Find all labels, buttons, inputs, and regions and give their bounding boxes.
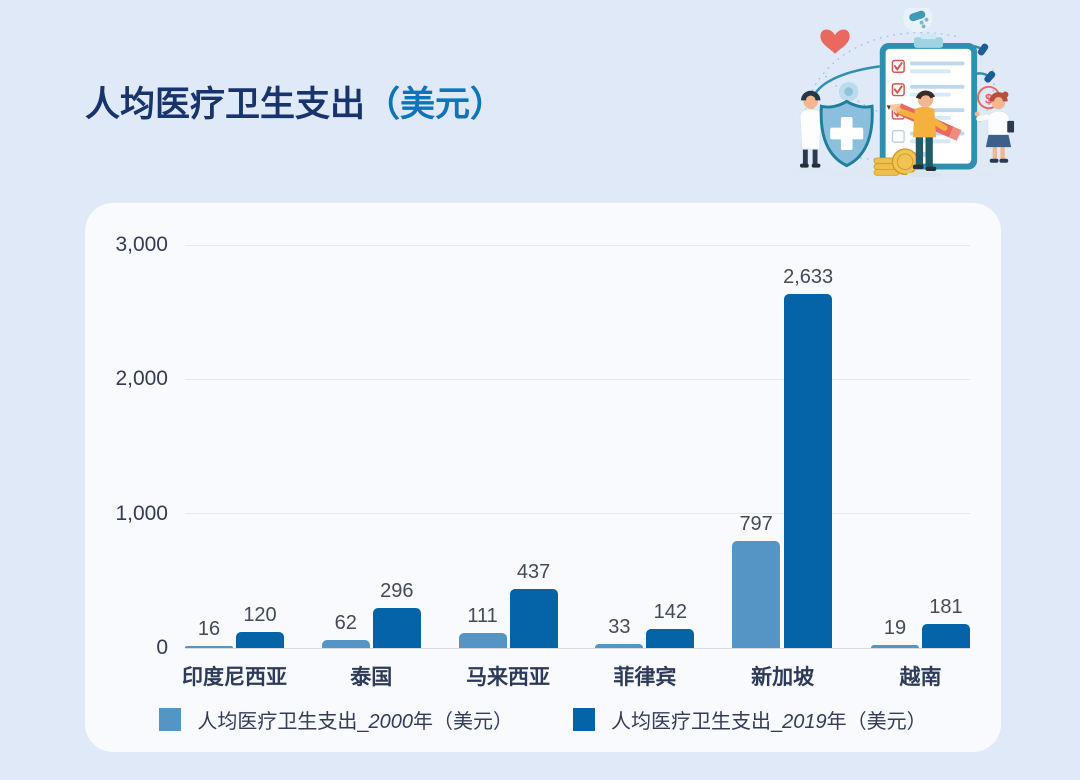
bar-column: 111 — [458, 605, 507, 648]
bar-value-label: 437 — [516, 561, 551, 584]
chart-legend: 人均医疗卫生支出_2000年（美元） 人均医疗卫生支出_2019年（美元） — [85, 705, 1001, 734]
bar-pair: 16 120 — [185, 604, 284, 648]
bar-2000 — [732, 540, 781, 648]
y-tick-label: 0 — [156, 636, 168, 659]
bar-pair: 111 437 — [458, 561, 558, 648]
category-label: 越南 — [899, 666, 942, 689]
chart-card: 0 1,000 2,000 3,000 16 120 印度尼西亚 62 296 泰国 111 437 马… — [85, 203, 1001, 752]
bar-group: 62 296 泰国 — [321, 580, 421, 689]
bar-2000 — [185, 645, 233, 648]
legend-label-year: 2019 — [782, 711, 827, 733]
bar-group: 16 120 印度尼西亚 — [182, 604, 287, 689]
gridline-0 — [185, 647, 970, 649]
page-title-paren: （美元） — [365, 85, 506, 124]
bar-value-label: 16 — [197, 617, 221, 640]
bar-value-label: 120 — [243, 603, 277, 626]
bar-2019 — [646, 628, 695, 648]
bar-column: 181 — [921, 595, 970, 648]
gridline-2000 — [185, 378, 970, 380]
bar-column: 142 — [646, 600, 695, 648]
bar-value-label: 797 — [739, 512, 773, 535]
bar-pair: 62 296 — [321, 580, 421, 648]
bar-column: 120 — [236, 604, 284, 648]
legend-label-prefix: 人均医疗卫生支出_ — [611, 711, 783, 733]
bar-column: 2,633 — [783, 266, 833, 648]
bar-2000 — [458, 633, 507, 648]
page-title: 人均医疗卫生支出（美元） — [85, 85, 506, 125]
female-doctor-figure — [974, 91, 1015, 168]
category-label: 新加坡 — [751, 666, 815, 689]
bar-2019 — [236, 631, 284, 648]
legend-label-2000: 人均医疗卫生支出_2000年（美元） — [197, 705, 513, 734]
bar-column: 437 — [509, 561, 558, 648]
bar-value-label: 142 — [653, 600, 688, 623]
legend-swatch-2019 — [573, 708, 595, 731]
bar-2019 — [921, 623, 970, 648]
shield-icon — [819, 99, 874, 168]
y-tick-label: 3,000 — [115, 233, 168, 256]
bar-value-label: 2,633 — [783, 266, 834, 289]
legend-item-2000: 人均医疗卫生支出_2000年（美元） — [159, 705, 513, 734]
bar-group: 19 181 越南 — [870, 595, 970, 689]
bar-value-label: 33 — [608, 615, 631, 638]
healthcare-checklist-illustration: $ — [793, 8, 1015, 179]
bar-value-label: 181 — [929, 595, 963, 618]
bar-pair: 797 2,633 — [732, 266, 833, 648]
bar-value-label: 111 — [467, 605, 498, 628]
bar-column: 797 — [732, 512, 781, 648]
pills-icon — [903, 8, 933, 33]
y-tick-label: 2,000 — [115, 367, 168, 391]
gold-coins-icon — [873, 148, 919, 176]
bar-column: 296 — [372, 580, 421, 648]
bar-2000 — [321, 639, 370, 648]
bar-column: 33 — [595, 615, 644, 648]
legend-label-year: 2000 — [368, 711, 414, 733]
category-label: 菲律宾 — [613, 666, 677, 689]
legend-label-2019: 人均医疗卫生支出_2019年（美元） — [611, 705, 927, 734]
bar-2000 — [870, 645, 919, 648]
heart-icon — [820, 29, 850, 54]
legend-item-2019: 人均医疗卫生支出_2019年（美元） — [573, 705, 927, 734]
bar-group: 797 2,633 新加坡 — [732, 266, 833, 689]
bar-groups: 16 120 印度尼西亚 62 296 泰国 111 437 马来西亚 33 142 菲律宾 797 2,… — [182, 245, 970, 689]
bar-2019 — [509, 589, 558, 648]
legend-swatch-2000 — [159, 708, 182, 731]
bar-2000 — [595, 643, 644, 648]
category-label: 马来西亚 — [466, 666, 551, 689]
svg-text:$: $ — [985, 91, 993, 106]
category-label: 印度尼西亚 — [182, 666, 287, 689]
bar-pair: 33 142 — [595, 600, 695, 648]
bar-pair: 19 181 — [870, 595, 970, 648]
bar-column: 16 — [185, 618, 233, 648]
category-label: 泰国 — [350, 666, 393, 689]
legend-label-suffix: 年（美元） — [826, 711, 927, 733]
man-with-pencil-figure — [886, 90, 962, 178]
legend-label-prefix: 人均医疗卫生支出_ — [197, 711, 369, 733]
bar-value-label: 19 — [883, 617, 907, 640]
bar-column: 19 — [870, 617, 919, 648]
bar-column: 62 — [321, 611, 370, 648]
page-title-main: 人均医疗卫生支出 — [85, 85, 366, 124]
bar-group: 33 142 菲律宾 — [595, 600, 695, 689]
y-tick-label: 1,000 — [115, 501, 168, 525]
bar-2019 — [784, 294, 833, 648]
chart-plot: 0 1,000 2,000 3,000 16 120 印度尼西亚 62 296 泰国 111 437 马… — [115, 233, 970, 689]
bar-value-label: 62 — [334, 611, 357, 634]
legend-label-suffix: 年（美元） — [413, 711, 513, 733]
bar-value-label: 296 — [380, 580, 414, 603]
gridline-3000 — [185, 244, 970, 246]
gridline-1000 — [185, 513, 970, 515]
bar-group: 111 437 马来西亚 — [458, 561, 558, 689]
bar-2019 — [372, 608, 421, 648]
